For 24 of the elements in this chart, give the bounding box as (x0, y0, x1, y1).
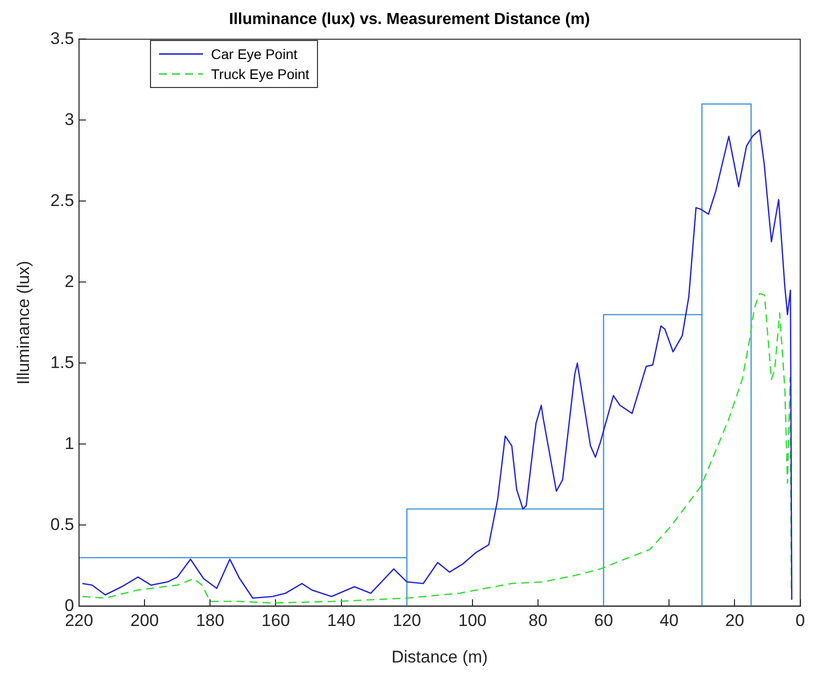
x-tick-label: 60 (594, 611, 614, 630)
x-tick-label: 40 (660, 611, 679, 630)
x-axis-title: Distance (m) (391, 647, 488, 666)
x-tick-label: 140 (327, 611, 356, 630)
x-tick-label: 160 (262, 611, 290, 630)
y-tick-label: 1.5 (50, 352, 74, 372)
x-tick-label: 200 (130, 611, 159, 630)
y-tick-label: 1 (64, 434, 74, 453)
y-tick-label: 2.5 (50, 190, 74, 210)
x-tick-label: 80 (528, 611, 548, 630)
legend-label: Car Eye Point (211, 46, 298, 62)
chart-title: Illuminance (lux) vs. Measurement Distance (m) (229, 11, 590, 28)
y-axis-title: Illuminance (lux) (14, 260, 33, 385)
legend-label: Truck Eye Point (211, 66, 310, 82)
x-tick-label: 0 (796, 611, 806, 630)
y-tick-label: 3.5 (50, 28, 74, 48)
x-tick-label: 180 (196, 611, 224, 630)
y-tick-label: 0.5 (50, 514, 74, 534)
y-tick-label: 3 (64, 110, 74, 129)
x-tick-label: 20 (725, 611, 744, 630)
x-tick-label: 100 (458, 611, 487, 630)
line-series (82, 292, 792, 604)
x-tick-label: 120 (392, 611, 422, 630)
y-tick-label: 2 (64, 272, 74, 291)
